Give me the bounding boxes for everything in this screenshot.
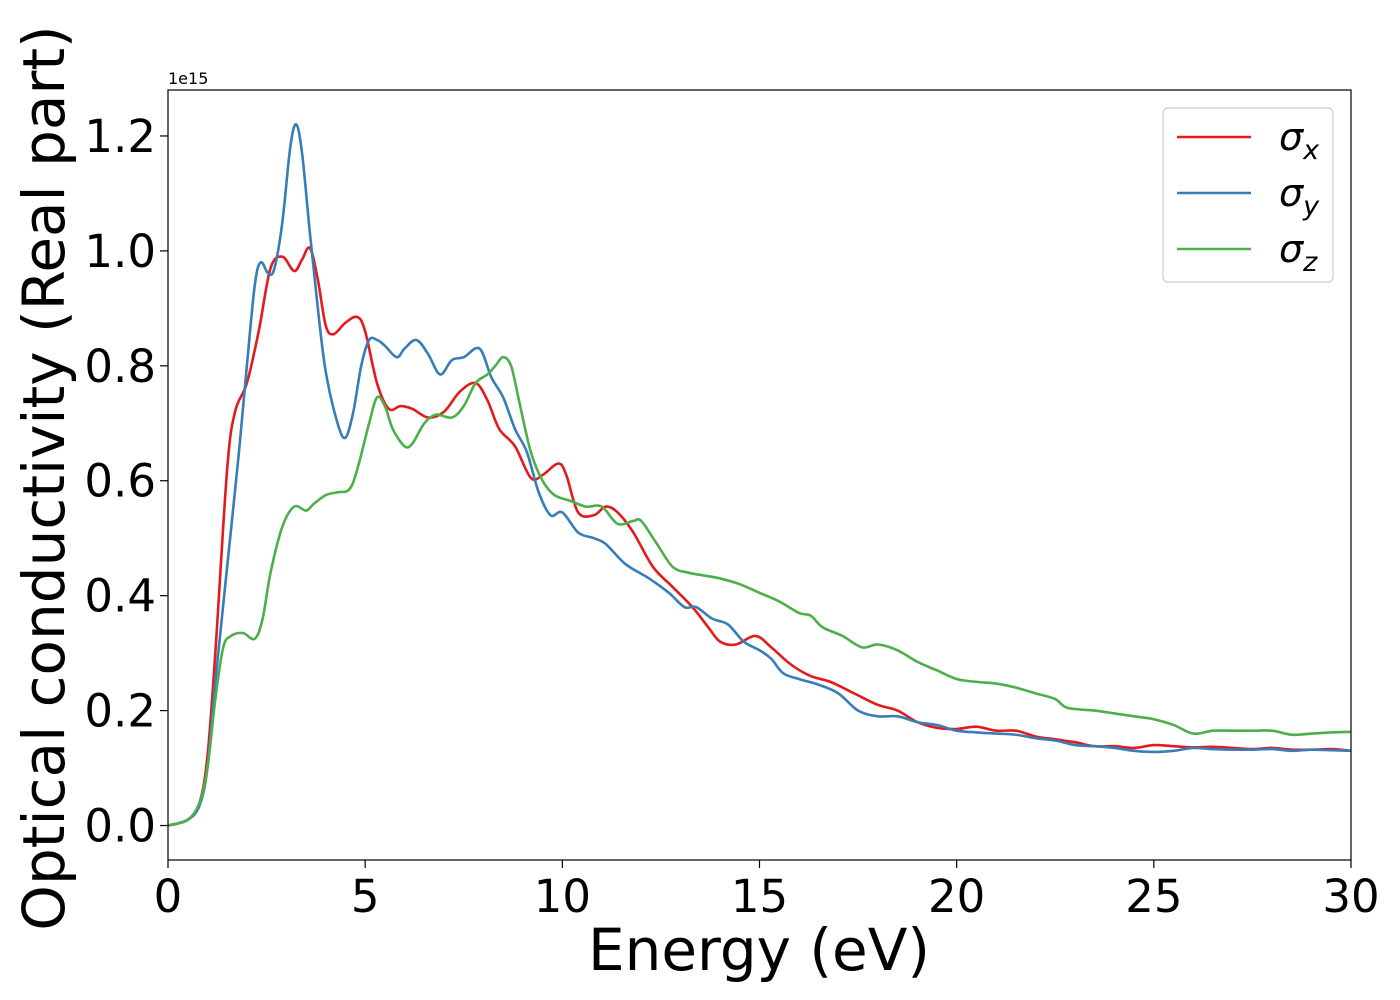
x-tick-label: 5 — [351, 870, 380, 923]
x-axis: 0 5 10 15 20 25 30 — [154, 860, 1380, 923]
legend-label-z: σz — [1279, 227, 1318, 278]
plot-series-group — [168, 123, 1351, 827]
y-axis: 0.0 0.2 0.4 0.6 0.8 1.0 1.2 — [84, 110, 168, 853]
legend-symbol: σ — [1279, 115, 1305, 159]
x-tick-label: 0 — [154, 870, 183, 923]
legend-label-x: σx — [1279, 115, 1320, 166]
x-tick-label: 10 — [534, 870, 591, 923]
legend-label-y: σy — [1279, 171, 1320, 222]
legend-subscript: x — [1302, 135, 1320, 166]
y-tick-label: 0.8 — [84, 340, 156, 393]
legend-box — [1162, 107, 1334, 283]
y-tick-label: 0.0 — [84, 800, 156, 853]
y-tick-label: 0.2 — [84, 685, 156, 738]
y-tick-label: 1.0 — [84, 225, 156, 278]
y-tick-label: 0.4 — [84, 570, 156, 623]
legend-symbol: σ — [1279, 171, 1305, 215]
x-tick-label: 30 — [1322, 870, 1379, 923]
x-tick-label: 15 — [731, 870, 788, 923]
x-tick-label: 25 — [1125, 870, 1182, 923]
series-line-y — [168, 123, 1351, 827]
y-tick-label: 1.2 — [84, 110, 156, 163]
legend-subscript: z — [1302, 247, 1318, 278]
y-tick-label: 0.6 — [84, 455, 156, 508]
x-axis-label: Energy (eV) — [588, 916, 930, 984]
series-line-x — [168, 246, 1351, 827]
y-axis-label: Optical conductivity (Real part) — [10, 25, 78, 930]
x-tick-label: 20 — [928, 870, 985, 923]
legend-subscript: y — [1302, 191, 1320, 222]
series-line-z — [168, 355, 1351, 827]
y-offset-label: 1e15 — [168, 69, 208, 88]
legend-symbol: σ — [1279, 227, 1305, 271]
